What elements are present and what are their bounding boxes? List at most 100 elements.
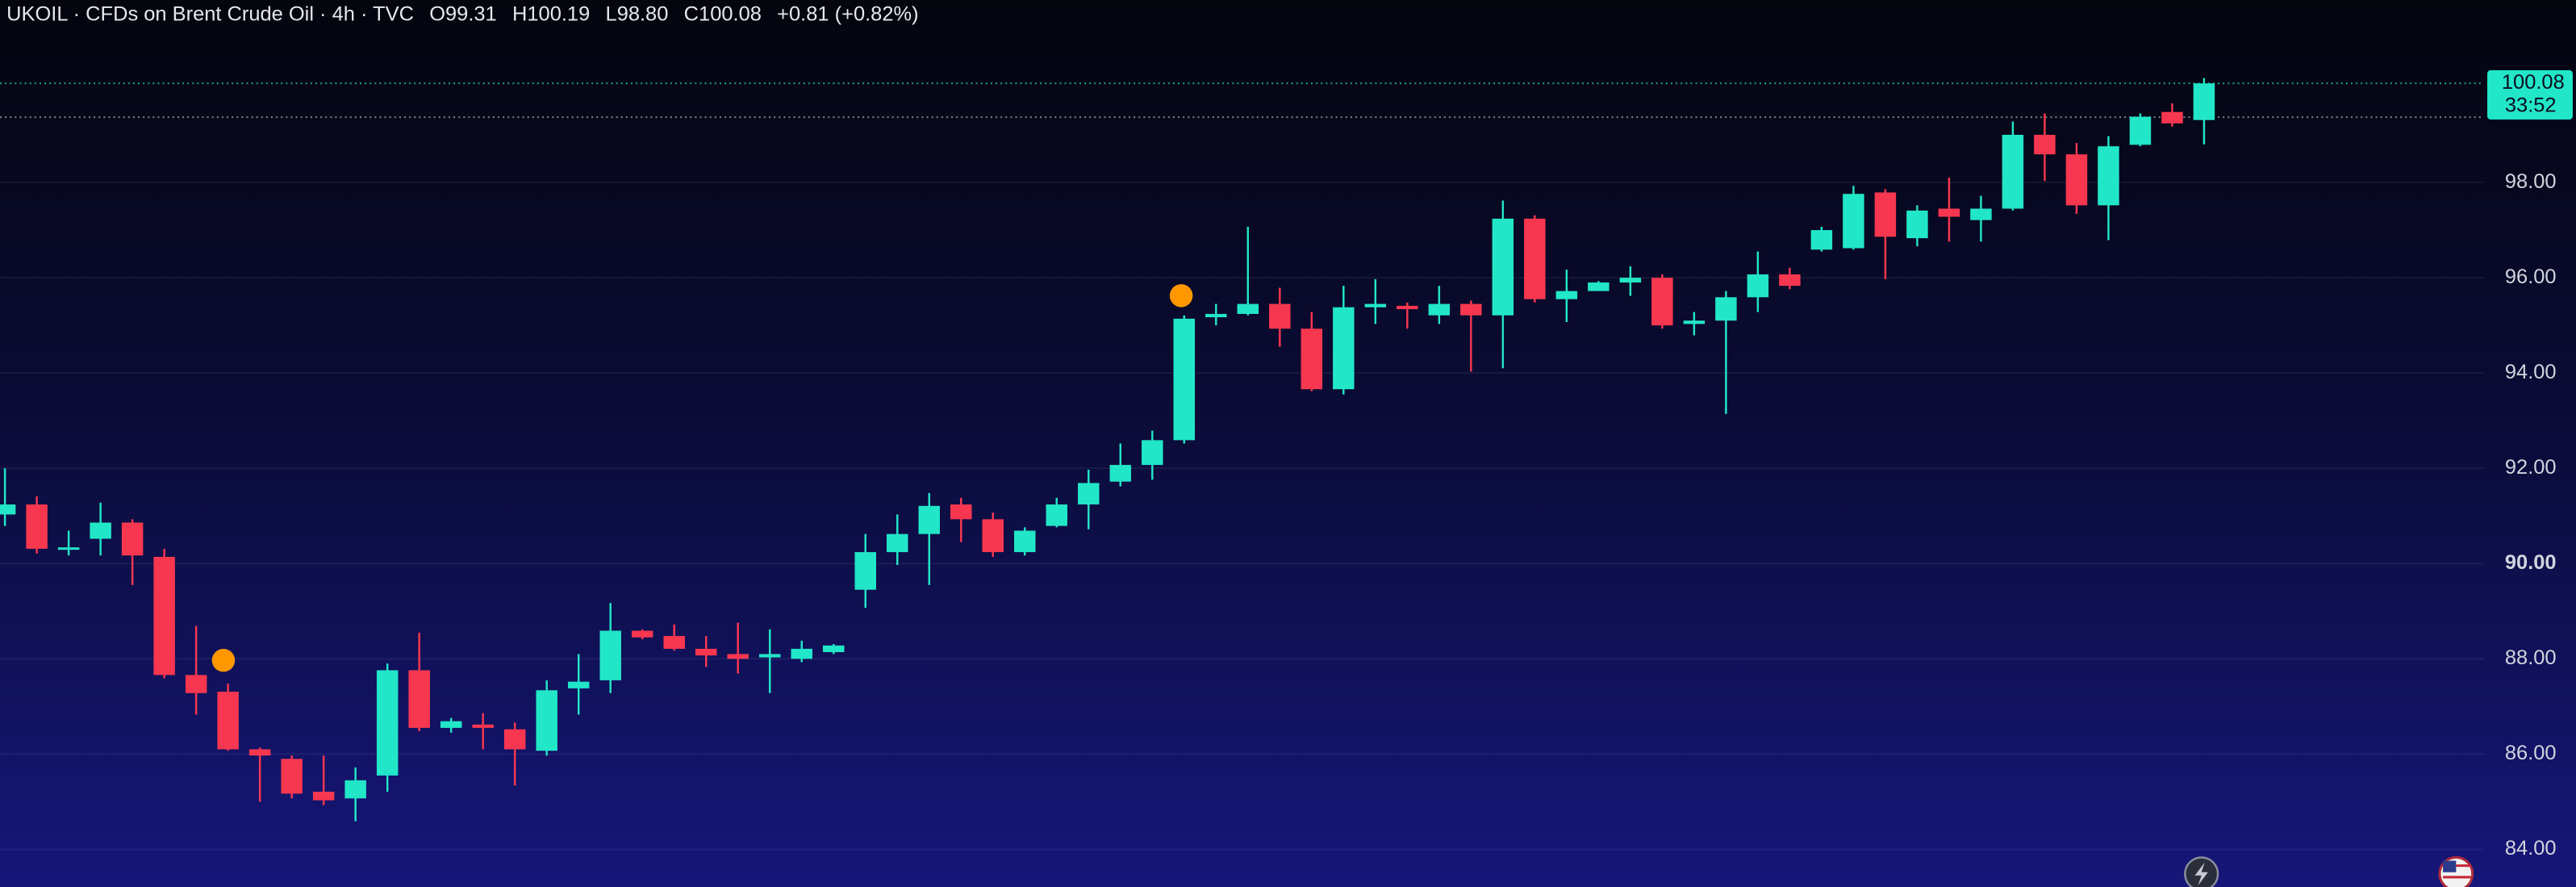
candle-body [1173, 318, 1196, 441]
candle-body [950, 504, 972, 520]
candle-body [1524, 218, 1546, 299]
candle-body [472, 724, 494, 728]
candle-body [503, 729, 526, 750]
countdown-label: 33:52 [2505, 94, 2557, 117]
ohlc-label: L [606, 2, 617, 25]
candles [0, 77, 2215, 822]
candle-body [440, 721, 462, 728]
candle-body [2193, 83, 2215, 120]
y-tick-label: 84.00 [2505, 837, 2557, 860]
candle-body [1810, 230, 1833, 250]
candle-body [1747, 274, 1769, 298]
y-tick-label: 98.00 [2505, 170, 2557, 193]
candle-body [663, 635, 685, 649]
candle-body [1109, 465, 1132, 482]
price-axis: 84.00 86.00 88.00 90.00 92.00 94.00 96.00 98.00… [2487, 70, 2573, 860]
candle-body [1492, 218, 1514, 316]
candle-body [1460, 303, 1482, 316]
candle-body [248, 749, 271, 756]
candle-body [153, 556, 175, 676]
candle-body [536, 690, 557, 751]
candle-body [2161, 111, 2183, 123]
last-price-label: 100.08 [2502, 71, 2565, 94]
change: +0.81 (+0.82%) [777, 2, 918, 25]
candle-body [1651, 278, 1673, 326]
ohlc-value: 98.80 [617, 2, 669, 25]
ohlc-value: 100.08 [699, 2, 762, 25]
candle-body [90, 522, 111, 539]
candle-body [1333, 307, 1355, 390]
ohlc-label: H [512, 2, 527, 25]
event-marker[interactable] [1169, 284, 1193, 308]
candle-body [1237, 303, 1259, 314]
candle-body [854, 552, 876, 590]
ohlc-label: O [429, 2, 445, 25]
currency-flag[interactable] [2438, 856, 2474, 887]
y-tick-label: 90.00 [2505, 551, 2557, 574]
candle-body [1014, 530, 1036, 553]
candle-body [758, 654, 781, 658]
candle-body [631, 630, 653, 638]
candle-body [281, 759, 303, 794]
candle-body [1970, 208, 1992, 220]
candle-body [57, 547, 80, 550]
candle-body [1588, 282, 1609, 291]
candle-body [1205, 313, 1227, 318]
candle-body [1619, 278, 1642, 283]
candle-body [887, 533, 908, 553]
candle-body [1683, 320, 1706, 324]
y-tick-label: 92.00 [2505, 456, 2557, 479]
y-tick-label: 96.00 [2505, 266, 2557, 288]
candle-body [408, 670, 430, 728]
candle-body [312, 791, 335, 801]
candle-body [1906, 210, 1928, 239]
candle-body [344, 780, 366, 799]
candle-body [1555, 291, 1578, 299]
candle-body [2129, 116, 2152, 145]
candle-body [1301, 328, 1323, 390]
candle-body [823, 645, 845, 653]
symbol-header: UKOIL · CFDs on Brent Crude Oil · 4h · T… [6, 2, 918, 25]
candle-body [727, 654, 749, 659]
candle-body [1046, 504, 1068, 526]
candle-body [567, 681, 590, 688]
candle-body [1397, 305, 1418, 310]
candle-body [2002, 135, 2024, 209]
candle-body [1843, 194, 1864, 249]
candle-body [185, 675, 207, 693]
candle-body [1078, 483, 1100, 505]
candle-body [599, 630, 621, 680]
candle-body [1142, 440, 1163, 466]
candle-body [1779, 274, 1801, 287]
ohlc-value: 99.31 [445, 2, 497, 25]
candle-body [791, 648, 812, 659]
candle-body [26, 504, 48, 549]
candle-body [1715, 297, 1737, 321]
candle-body [1364, 303, 1387, 308]
candle-body [982, 519, 1004, 553]
grid [0, 82, 2484, 851]
replay-icon[interactable] [2184, 856, 2219, 887]
y-tick-label: 86.00 [2505, 742, 2557, 764]
candle-body [0, 504, 16, 515]
last-price-box [2487, 70, 2573, 120]
ohlc-value: 100.19 [527, 2, 590, 25]
candle-body [217, 692, 239, 750]
candle-body [918, 505, 940, 534]
candle-body [1269, 303, 1291, 329]
symbol: UKOIL · CFDs on Brent Crude Oil · 4h · T… [6, 2, 414, 25]
y-tick-label: 94.00 [2505, 361, 2557, 383]
candle-body [121, 522, 144, 556]
event-marker[interactable] [211, 648, 236, 672]
candle-body [2098, 146, 2119, 206]
candle-body [2065, 154, 2088, 206]
candle-body [2034, 135, 2056, 155]
y-tick-label: 88.00 [2505, 646, 2557, 669]
candle-body [1428, 303, 1451, 316]
candle-body [376, 670, 399, 776]
candle-body [695, 648, 717, 656]
candle-body [1874, 192, 1897, 237]
